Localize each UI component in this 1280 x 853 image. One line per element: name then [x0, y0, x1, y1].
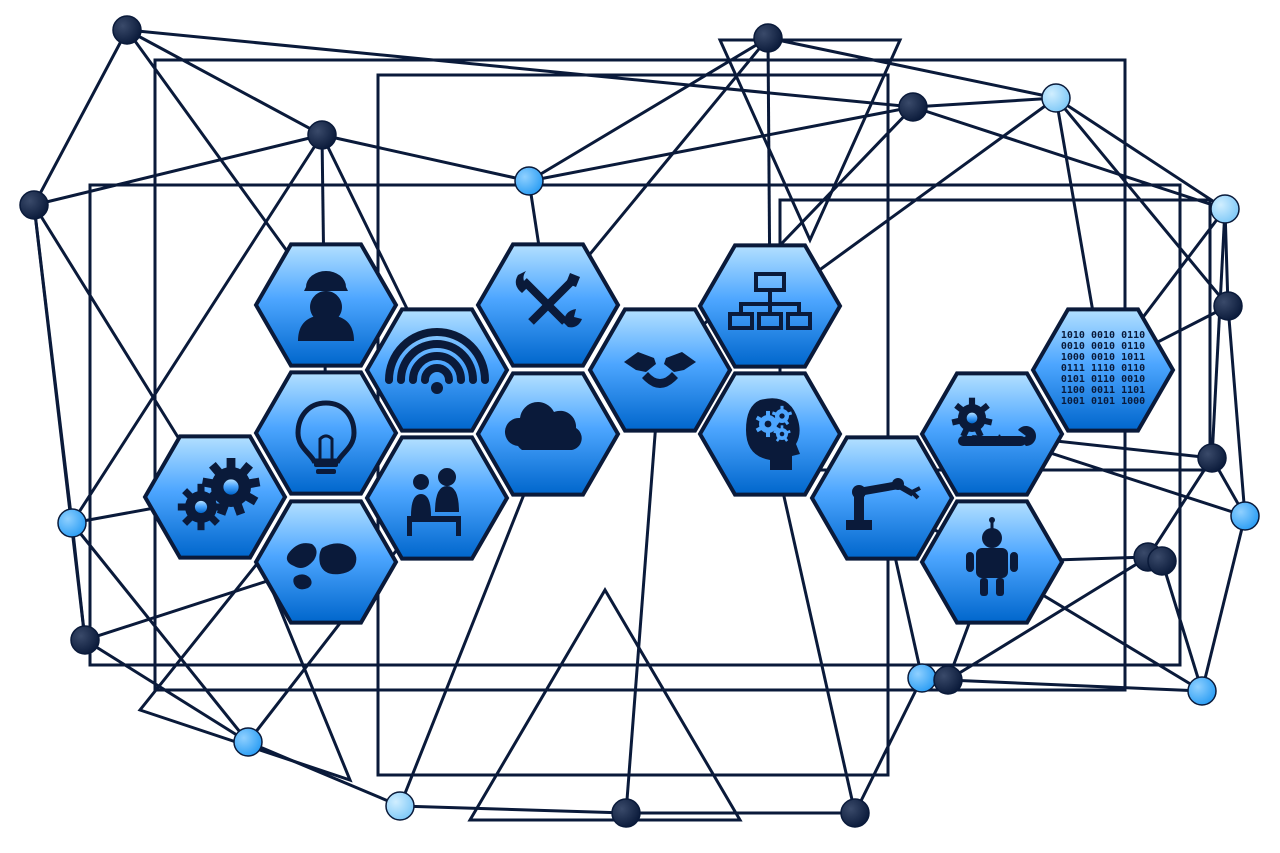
- hex-wifi: [367, 309, 507, 430]
- node-dot: [899, 93, 927, 121]
- hexagon-nodes: Service 1010 0010 01100010 0010 01101000 …: [145, 244, 1173, 622]
- binary-icon: 1010 0010 01100010 0010 01101000 0010 10…: [1061, 330, 1145, 407]
- node-dot: [841, 799, 869, 827]
- edge: [127, 30, 913, 107]
- hex-handshake: [590, 309, 730, 430]
- edge: [913, 98, 1056, 107]
- binary-row: 1000 0010 1011: [1061, 352, 1145, 363]
- node-dot: [386, 792, 414, 820]
- node-dot: [308, 121, 336, 149]
- edge: [1228, 306, 1245, 516]
- edge: [72, 523, 85, 640]
- network-diagram: Service 1010 0010 01100010 0010 01101000 …: [0, 0, 1280, 853]
- edge: [1202, 516, 1245, 691]
- frame-triangle: [470, 590, 740, 820]
- edge: [34, 135, 322, 205]
- node-dot: [612, 799, 640, 827]
- node-dot: [754, 24, 782, 52]
- node-dot: [71, 626, 99, 654]
- hex-cloud: [478, 373, 618, 494]
- node-dot: [1148, 547, 1176, 575]
- service-label: Service: [970, 433, 1014, 448]
- node-dot: [234, 728, 262, 756]
- node-dot: [1198, 444, 1226, 472]
- hex-worker: [256, 244, 396, 365]
- binary-row: 1001 0101 1000: [1061, 396, 1145, 407]
- edge: [768, 38, 1056, 98]
- binary-row: 0101 0110 0010: [1061, 374, 1145, 385]
- binary-row: 1010 0010 0110: [1061, 330, 1145, 341]
- edge: [626, 370, 660, 813]
- node-dot: [58, 509, 86, 537]
- node-dot: [515, 167, 543, 195]
- edge: [400, 806, 626, 813]
- edge: [1212, 209, 1225, 458]
- hex-service: Service: [922, 373, 1062, 494]
- binary-row: 1100 0011 1101: [1061, 385, 1145, 396]
- hex-head-gears: [700, 373, 840, 494]
- node-dot: [20, 191, 48, 219]
- hex-lightbulb: [256, 372, 396, 493]
- hex-binary: 1010 0010 01100010 0010 01101000 0010 10…: [1033, 309, 1173, 430]
- node-dot: [1211, 195, 1239, 223]
- hex-people: [367, 437, 507, 558]
- hex-org-chart: [700, 245, 840, 366]
- binary-row: 0111 1110 0110: [1061, 363, 1145, 374]
- edge: [913, 107, 1225, 209]
- edge: [529, 107, 913, 181]
- node-dot: [113, 16, 141, 44]
- hex-robot: [922, 501, 1062, 622]
- node-dot: [1231, 502, 1259, 530]
- hex-gears: [145, 436, 285, 557]
- node-dot: [1188, 677, 1216, 705]
- node-dot: [1042, 84, 1070, 112]
- hex-tools: [478, 244, 618, 365]
- edge: [34, 30, 127, 205]
- hex-robot-arm: [812, 437, 952, 558]
- edge: [322, 135, 529, 181]
- node-dot: [934, 666, 962, 694]
- node-dot: [908, 664, 936, 692]
- binary-row: 0010 0010 0110: [1061, 341, 1145, 352]
- edge: [1056, 98, 1225, 209]
- node-dot: [1214, 292, 1242, 320]
